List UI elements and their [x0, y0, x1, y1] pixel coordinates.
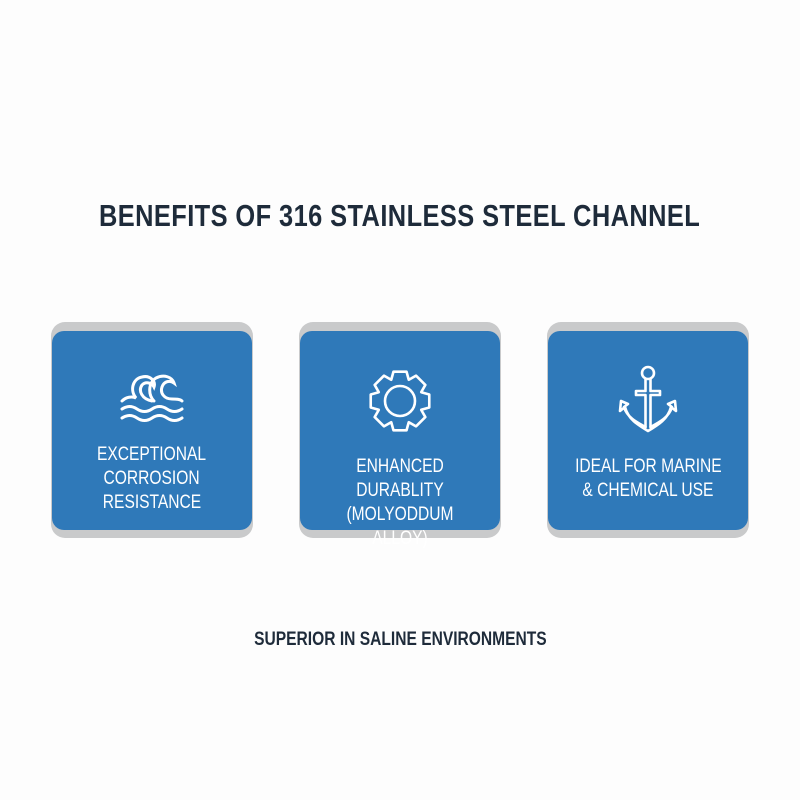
benefit-card-durability: ENHANCED DURABLITY (MOLYODDUM ALLOY) [299, 322, 501, 549]
benefit-card-corrosion: EXCEPTIONAL CORROSION RESISTANCE [51, 322, 253, 538]
gear-icon [369, 370, 431, 432]
waves-icon [120, 374, 184, 422]
anchor-icon [618, 365, 678, 433]
page-title: BENEFITS OF 316 STAINLESS STEEL CHANNEL [99, 198, 701, 233]
benefit-card-marine: IDEAL FOR MARINE & CHEMICAL USE [547, 322, 749, 538]
subtitle: SUPERIOR IN SALINE ENVIRONMENTS [253, 629, 547, 650]
